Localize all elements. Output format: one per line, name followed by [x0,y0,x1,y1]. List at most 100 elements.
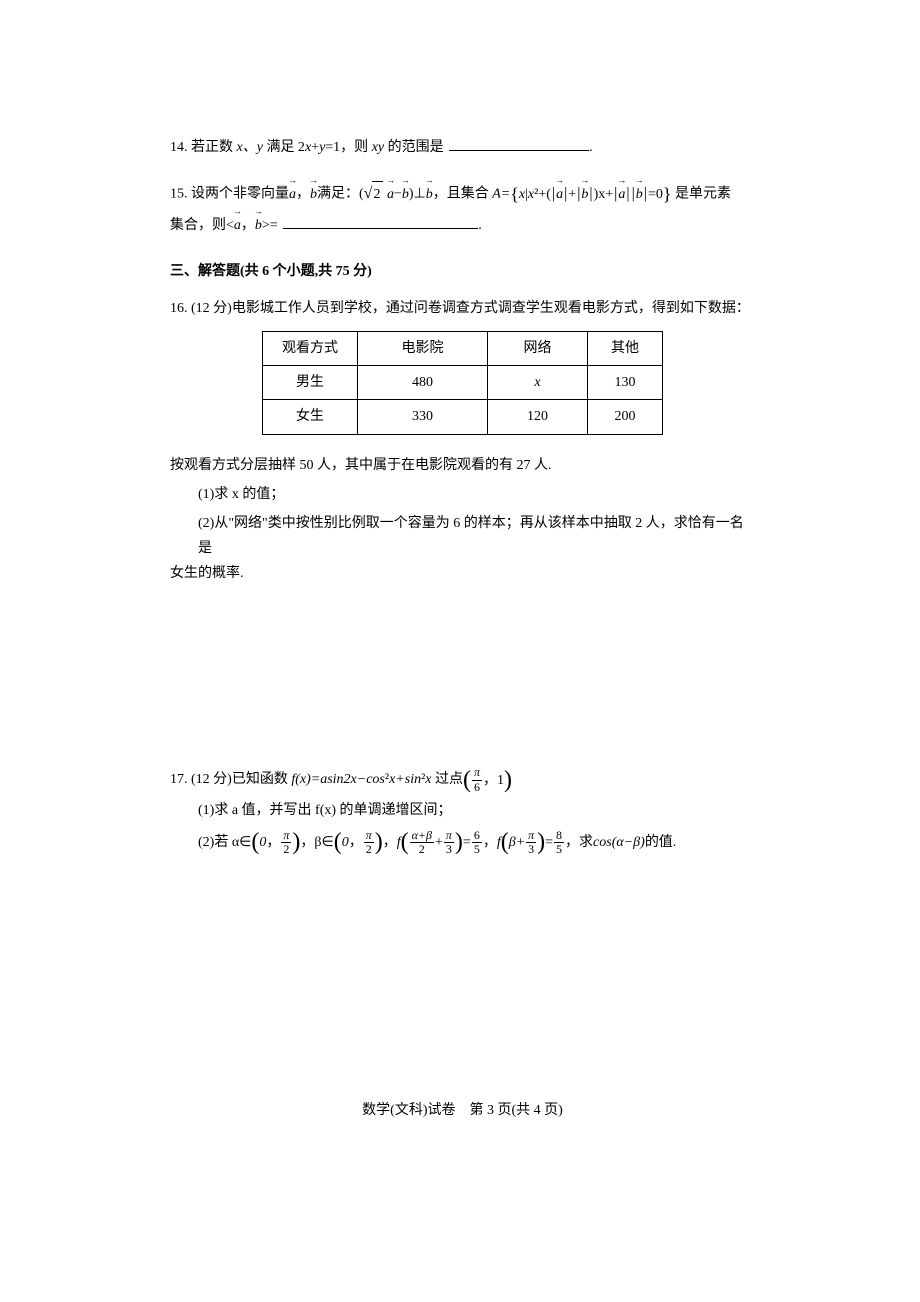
point-paren: π6，1 [463,766,512,793]
td-03: 130 [588,366,663,400]
p16-a: (12 分)电影城工作人员到学校，通过问卷调查方式调查学生观看电影方式，得到如下… [188,301,750,316]
p14-xy2: xy [372,140,384,155]
bp: β+ [509,830,525,855]
p15-l2c: ， [241,218,255,233]
interval-beta: 0，π2 [334,829,383,856]
sqrt-2: 2 [372,181,383,207]
td-00: 男生 [263,366,358,400]
set-eq0: =0 [648,187,663,202]
f-arg2: β+π3 [501,829,545,856]
p16-after-table: 按观看方式分层抽样 50 人，其中属于在电影院观看的有 27 人. [170,453,755,478]
p14-c: + [311,140,319,155]
vec-b2-icon: b [402,180,409,207]
p15-num: 15. [170,187,188,202]
set-brace: x|x²+(a+b)x+ab=0 [510,187,671,202]
frac-pi6: π6 [472,766,482,793]
p15-b: 满足：( [317,187,364,202]
vb5: b [636,180,643,207]
abs-b2: b [631,180,648,209]
p15-c1: ， [296,187,310,202]
set-p2: + [568,187,576,202]
abs-a: a [551,180,568,209]
p15-e: 是单元素 [672,187,732,202]
pi2: π [281,829,291,843]
p17-sub2: (2)若 α∈ 0，π2 ， β∈ 0，π2 ， f α+β2+π3 = 65 … [198,829,755,856]
p15-blank [283,215,478,229]
vec-b6-icon: b [255,211,262,238]
survey-table: 观看方式 电影院 网络 其他 男生 480 x 130 女生 330 120 2… [262,331,663,435]
d85: 5 [554,843,564,856]
th-3: 其他 [588,331,663,365]
p15-A: A= [492,187,510,202]
c4: ， [383,830,397,855]
frac-65: 65 [472,829,482,856]
s2b: β∈ [314,830,333,855]
frac-pi2a: π2 [281,829,291,856]
page-footer: 数学(文科)试卷 第 3 页(共 4 页) [170,1099,755,1119]
pt-comma: ，1 [483,768,504,793]
s2a: (2)若 α∈ [198,830,251,855]
p15-d: ，且集合 [433,187,493,202]
table-row: 女生 330 120 200 [263,400,663,434]
frac-ab2: α+β2 [410,829,434,856]
vec-a-icon: a [289,180,296,207]
n65: 6 [472,829,482,843]
table-header-row: 观看方式 电影院 网络 其他 [263,331,663,365]
frac-pi3a: π3 [444,829,454,856]
p14-d: =1，则 [325,140,371,155]
p17-2x: 2x [344,772,357,787]
td-02: x [488,366,588,400]
frac-pi3b: π3 [526,829,536,856]
c1: ， [266,830,280,855]
vec-b3-icon: b [426,180,433,207]
frac-pi2b: π2 [364,829,374,856]
s2e: 的值. [645,830,677,855]
td-12: 120 [488,400,588,434]
z2: 0 [342,830,349,855]
p16-sub1: (1)求 x 的值； [198,482,755,507]
n85: 8 [554,829,564,843]
thr2: 3 [526,843,536,856]
p15-l2p: . [478,218,482,233]
td-01: 480 [358,366,488,400]
p14-e: 的范围是 [384,140,447,155]
p17-a: (12 分)已知函数 [188,772,292,787]
p14-xy: x、y [237,140,263,155]
p14-a: 若正数 [188,140,237,155]
sqrt-icon: 2 [364,180,384,209]
eq2: = [545,830,553,855]
problem-15: 15. 设两个非零向量a，b满足：(2 a−b)⊥b，且集合 A=x|x²+(a… [170,178,755,238]
p17-fx: f(x)=asin [291,772,343,787]
p17-xp: x+sin [389,772,421,787]
p14-num: 14. [170,140,188,155]
c2: ， [300,830,314,855]
gap2 [170,874,755,1099]
th-2: 网络 [488,331,588,365]
th-1: 电影院 [358,331,488,365]
problem-14: 14. 若正数 x、y 满足 2x+y=1，则 xy 的范围是 . [170,135,755,160]
abs-b: b [576,180,593,209]
p15-l2a: 集合，则< [170,218,234,233]
vb4: b [581,180,588,207]
p15-a: 设两个非零向量 [188,187,290,202]
td-10: 女生 [263,400,358,434]
pi5: π [526,829,536,843]
p17-num: 17. [170,772,188,787]
vec-b-icon: b [310,180,317,207]
six: 6 [472,781,482,794]
set-p1: +( [538,187,551,202]
pi3: π [364,829,374,843]
va4: a [618,180,625,207]
p15-l2b: >= [262,218,281,233]
c3: ， [349,830,363,855]
p14-b: 满足 2 [263,140,305,155]
f-arg1: α+β2+π3 [401,829,463,856]
d65: 5 [472,843,482,856]
cos: cos(α−β) [593,830,645,855]
vec-a5-icon: a [234,211,241,238]
two1: 2 [281,843,291,856]
two3: 2 [417,843,427,856]
gap [170,604,755,766]
interval-alpha: 0，π2 [251,829,300,856]
eq1: = [463,830,471,855]
